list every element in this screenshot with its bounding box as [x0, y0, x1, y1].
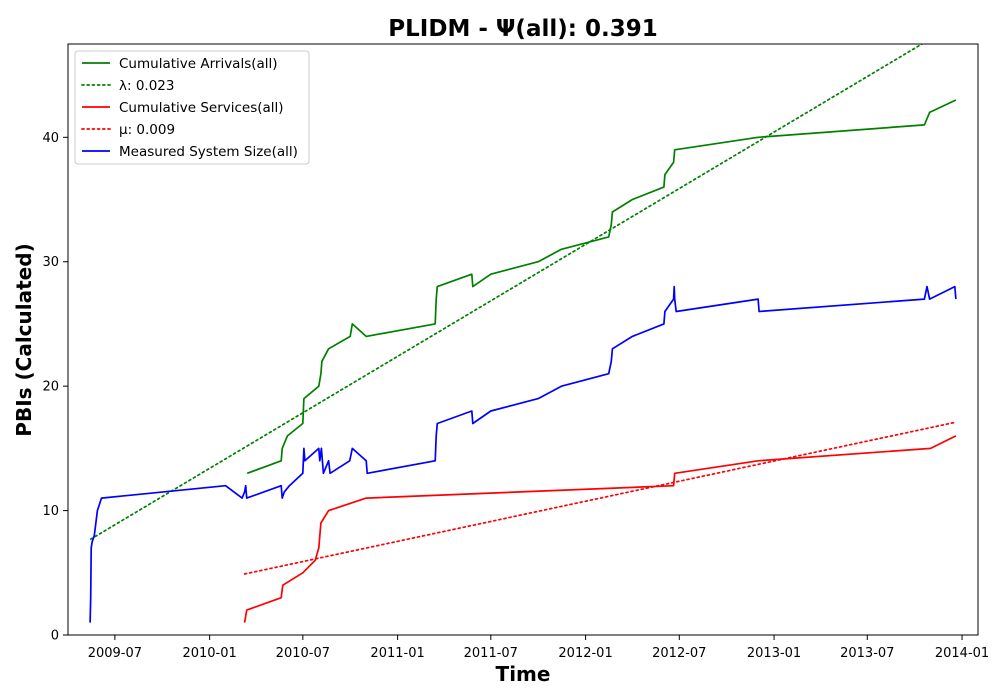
y-tick-label-1: 10 [42, 504, 59, 519]
x-tick-label-9: 2014-01 [935, 646, 989, 661]
y-tick-label-3: 30 [42, 255, 59, 270]
x-tick-label-7: 2013-01 [747, 646, 801, 661]
x-tick-label-5: 2012-01 [558, 646, 612, 661]
legend-label-0: Cumulative Arrivals(all) [119, 56, 278, 72]
series-line-0 [246, 99, 957, 475]
legend-label-3: μ: 0.009 [119, 122, 175, 138]
series-line-1 [89, 44, 923, 541]
legend-label-2: Cumulative Services(all) [119, 100, 284, 116]
legend-label-4: Measured System Size(all) [119, 144, 298, 160]
x-tick-label-3: 2011-01 [370, 646, 424, 661]
series-line-4 [89, 285, 957, 623]
x-tick-label-8: 2013-07 [840, 646, 894, 661]
plot-frame [67, 43, 979, 636]
y-axis-label: PBIs (Calculated) [12, 243, 36, 436]
x-tick-label-4: 2011-07 [464, 646, 518, 661]
y-axis: 0 10 20 30 40 [42, 131, 68, 644]
legend: Cumulative Arrivals(all) λ: 0.023 Cumulati… [74, 50, 310, 165]
x-tick-label-6: 2012-07 [652, 646, 706, 661]
y-tick-label-4: 40 [42, 131, 59, 146]
series-lines [89, 44, 957, 623]
y-tick-label-0: 0 [51, 629, 59, 644]
x-tick-label-1: 2010-01 [182, 646, 236, 661]
x-axis-label: Time [496, 662, 551, 686]
x-axis: 2009-07 2010-01 2010-07 2011-01 2011-07 2012-… [88, 635, 989, 661]
x-tick-label-2: 2010-07 [276, 646, 330, 661]
y-tick-label-2: 20 [42, 380, 59, 395]
series-line-2 [243, 435, 957, 623]
legend-box [74, 50, 310, 165]
chart-title: PLIDM - Ψ(all): 0.391 [388, 16, 657, 42]
x-tick-label-0: 2009-07 [88, 646, 142, 661]
series-line-3 [243, 421, 957, 575]
plot-area [67, 43, 979, 636]
legend-label-1: λ: 0.023 [119, 78, 174, 94]
